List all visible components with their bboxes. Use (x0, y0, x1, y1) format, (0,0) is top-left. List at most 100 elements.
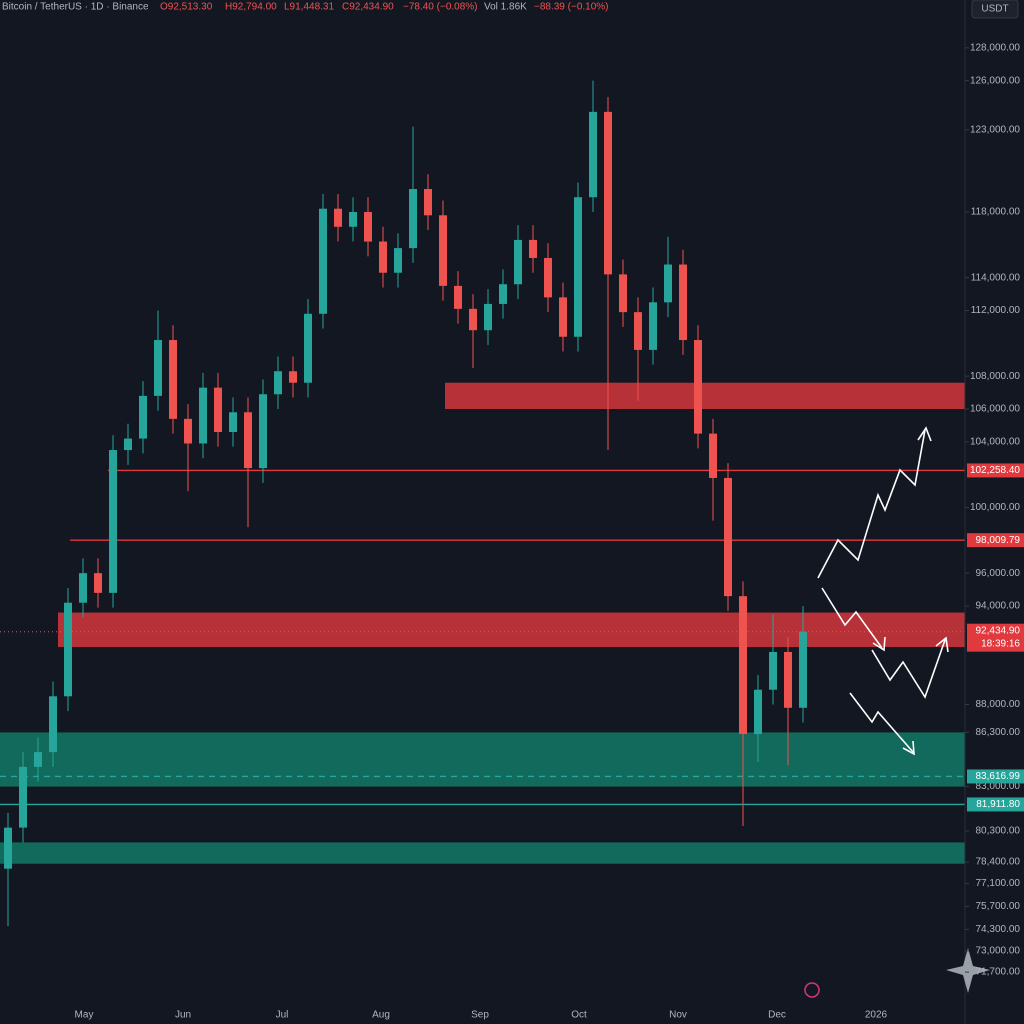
candle-body (229, 412, 237, 432)
y-tick-label: 104,000.00 (970, 436, 1020, 447)
arrow-up-path (817, 429, 926, 579)
candle-body (214, 387, 222, 432)
candle-body (454, 285, 462, 309)
arrow-down-head (872, 636, 886, 652)
y-tick-label: 112,000.00 (971, 305, 1021, 316)
y-tick-label: 75,700.00 (976, 901, 1021, 912)
candle-body (499, 284, 507, 304)
candle-body (649, 302, 657, 350)
ohlc-open: O92,513.30 (160, 2, 213, 13)
last-price-tag (967, 623, 1024, 652)
arrow-rebound-head (935, 636, 949, 653)
candle-body (289, 371, 297, 383)
ohlc-low: L91,448.31 (284, 2, 334, 13)
candle-body (769, 651, 777, 690)
candle-body (484, 303, 492, 331)
arrow-up-head (917, 426, 932, 442)
y-tick-label: 94,000.00 (976, 601, 1021, 612)
candle-body (199, 387, 207, 444)
y-tick-label: 118,000.00 (971, 207, 1021, 218)
candle-body (109, 450, 117, 593)
candle-body (34, 752, 42, 767)
x-tick-label: Aug (372, 1010, 390, 1021)
candle-body (379, 241, 387, 273)
y-tick-label: 123,000.00 (970, 125, 1020, 136)
candle-body (424, 189, 432, 216)
y-tick-label: 83,000.00 (976, 781, 1021, 792)
candle-body (619, 274, 627, 313)
zone (0, 732, 965, 787)
price-tag-label: 102,258.40 (970, 465, 1020, 476)
x-tick-label: Jul (276, 1010, 289, 1021)
candle-body (334, 208, 342, 227)
candle-body (274, 371, 282, 395)
candle-body (244, 412, 252, 469)
candle-body (304, 313, 312, 383)
y-tick-label: 114,000.00 (971, 272, 1021, 283)
watermark-star (946, 948, 990, 993)
candle-body (574, 197, 582, 337)
y-tick-label: 74,300.00 (976, 924, 1021, 935)
price-tag (967, 463, 1024, 478)
x-tick-label: Dec (768, 1010, 786, 1021)
candle-body (559, 297, 567, 337)
candle-body (319, 208, 327, 314)
volume: Vol 1.86K (484, 2, 527, 13)
y-tick-label: 96,000.00 (976, 568, 1021, 579)
ohlc-high: H92,794.00 (225, 2, 277, 13)
candle-body (169, 340, 177, 419)
candle-body (664, 264, 672, 303)
candle-body (409, 189, 417, 249)
price-tag-label: 98,009.79 (976, 535, 1021, 546)
candle-body (184, 418, 192, 444)
candle-body (544, 257, 552, 298)
candle-body (589, 111, 597, 198)
candle-body (49, 696, 57, 753)
candle-body (154, 340, 162, 396)
y-tick-label: 86,300.00 (976, 727, 1021, 738)
candle-body (349, 212, 357, 227)
price-tag (967, 533, 1024, 548)
candle-body (4, 827, 12, 869)
x-tick-label: Sep (471, 1010, 489, 1021)
candle-body (604, 111, 612, 275)
candle-body (679, 264, 687, 341)
price-tag-label: 81,911.80 (976, 799, 1020, 810)
candle-body (79, 573, 87, 603)
y-tick-label: 77,100.00 (976, 878, 1021, 889)
candle-body (64, 602, 72, 697)
candle-body (439, 215, 447, 286)
volume-change: −88.39 (−0.10%) (534, 2, 609, 13)
arrow-rebound-path (871, 639, 946, 699)
y-tick-label: 71,700.00 (976, 967, 1021, 978)
candle-body (514, 239, 522, 285)
currency-button[interactable] (971, 0, 1019, 19)
candle-body (754, 689, 762, 735)
y-tick-label: 100,000.00 (970, 502, 1020, 513)
y-tick-label: 108,000.00 (970, 371, 1020, 382)
candle-body (784, 651, 792, 708)
x-tick-label: Nov (669, 1010, 687, 1021)
zone (0, 842, 965, 864)
projection-arrows (817, 426, 949, 756)
y-tick-label: 88,000.00 (976, 699, 1021, 710)
last-price-label: 92,434.90 (976, 625, 1021, 636)
candle-body (19, 766, 27, 828)
zone (445, 382, 965, 409)
arrow-drop-path (849, 692, 914, 753)
currency[interactable]: USDT (981, 4, 1008, 15)
candle-body (709, 433, 717, 478)
candle-body (364, 212, 372, 242)
arrow-down-path (821, 587, 883, 649)
x-tick-label: May (75, 1010, 94, 1021)
candle-body (139, 395, 147, 439)
countdown: 18:39:16 (981, 638, 1020, 649)
candle-body (694, 340, 702, 434)
event-icon[interactable] (804, 982, 820, 998)
x-tick-label: Oct (571, 1010, 587, 1021)
symbol: Bitcoin / TetherUS · 1D · Binance (2, 2, 149, 13)
candle-body (739, 596, 747, 735)
